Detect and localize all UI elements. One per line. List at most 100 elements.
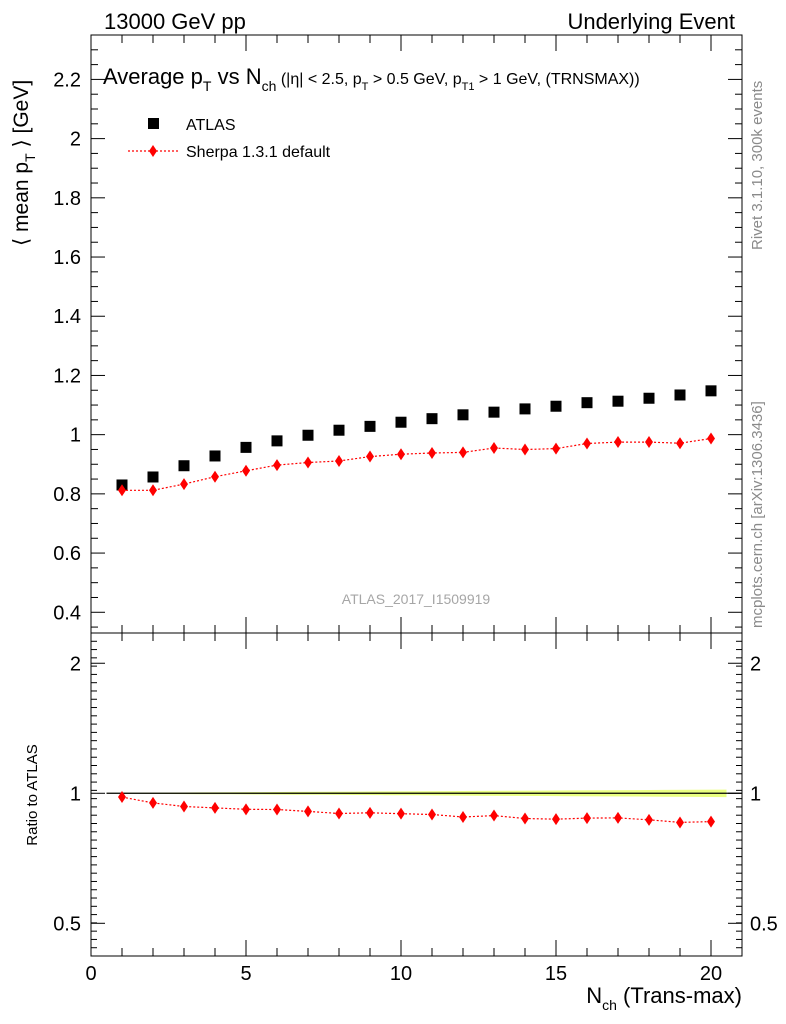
- ratio-point: [707, 815, 715, 828]
- x-tick-label: 15: [545, 963, 567, 985]
- header-right: Underlying Event: [567, 9, 735, 34]
- ratio-tick-label: 2: [70, 653, 81, 675]
- ratio-point: [459, 811, 467, 824]
- atlas-point: [178, 460, 190, 472]
- ratio-point: [521, 812, 529, 825]
- atlas-point: [643, 392, 655, 404]
- legend-atlas-marker: [148, 118, 159, 129]
- ratio-uncertainty-band: [106, 789, 742, 798]
- mcplots-info: mcplots.cern.ch [arXiv:1306.3436]: [749, 401, 766, 628]
- ratio-point: [428, 808, 436, 821]
- plot-title: Average pT vs Nch (|η| < 2.5, pT > 0.5 G…: [103, 64, 640, 94]
- sherpa-point: [273, 459, 281, 472]
- sherpa-point: [180, 478, 188, 491]
- sherpa-point: [614, 436, 622, 449]
- ratio-point: [366, 806, 374, 819]
- sherpa-point: [552, 442, 560, 455]
- sherpa-point: [397, 448, 405, 461]
- atlas-point: [550, 400, 562, 412]
- rivet-info: Rivet 3.1.10, 300k events: [749, 81, 766, 250]
- ratio-y-axis: 0.5 0.5 1 1 2 2: [53, 632, 778, 957]
- ratio-point: [211, 801, 219, 814]
- ratio-point: [614, 811, 622, 824]
- sherpa-point: [521, 443, 529, 456]
- atlas-point: [705, 385, 717, 397]
- sherpa-point: [583, 437, 591, 450]
- sherpa-point: [707, 432, 715, 445]
- ratio-point: [304, 805, 312, 818]
- ratio-point: [118, 791, 126, 804]
- ratio-tick-label: 1: [70, 783, 81, 805]
- y-tick-label: 0.4: [53, 602, 81, 624]
- ratio-point: [180, 800, 188, 813]
- ratio-point: [335, 807, 343, 820]
- x-axis: 0 5 10 15 20: [85, 35, 743, 985]
- x-axis-label: Nch (Trans-max): [586, 983, 742, 1013]
- sherpa-point: [490, 441, 498, 454]
- ratio-axis-label: Ratio to ATLAS: [24, 744, 41, 845]
- x-tick-label: 10: [390, 963, 412, 985]
- legend-atlas-label: ATLAS: [186, 117, 236, 134]
- y-tick-label: 0.8: [53, 484, 81, 506]
- sherpa-series: [118, 432, 715, 497]
- atlas-point: [271, 435, 283, 447]
- ratio-point: [645, 813, 653, 826]
- atlas-point: [612, 395, 624, 407]
- legend-sherpa-marker: [149, 145, 157, 157]
- atlas-point: [426, 413, 438, 425]
- ratio-tick-label-right: 1: [750, 783, 761, 805]
- x-tick-label: 20: [700, 963, 722, 985]
- ratio-plot-frame: [90, 632, 743, 957]
- y-tick-label: 1.2: [53, 365, 81, 387]
- atlas-series: [116, 385, 717, 491]
- sherpa-point: [211, 470, 219, 483]
- sherpa-point: [428, 447, 436, 460]
- ratio-sherpa-series: [118, 791, 715, 829]
- x-tick-label: 0: [85, 963, 96, 985]
- legend-sherpa-label: Sherpa 1.3.1 default: [186, 144, 331, 161]
- sherpa-point: [118, 484, 126, 497]
- sherpa-point: [149, 484, 157, 497]
- atlas-point: [674, 389, 686, 401]
- atlas-point: [519, 403, 531, 415]
- atlas-point: [457, 409, 469, 421]
- legend: ATLAS Sherpa 1.3.1 default: [128, 117, 331, 161]
- ratio-tick-label: 0.5: [53, 913, 81, 935]
- sherpa-line: [122, 437, 712, 491]
- atlas-point: [147, 471, 159, 483]
- ratio-line: [121, 796, 712, 824]
- main-y-axis: 0.4 0.6 0.8 1 1.2 1.4 1.6 1.8 2 2.2: [53, 34, 742, 628]
- atlas-point: [488, 406, 500, 418]
- sherpa-point: [335, 455, 343, 468]
- sherpa-point: [366, 450, 374, 463]
- analysis-watermark: ATLAS_2017_I1509919: [342, 591, 491, 607]
- atlas-point: [364, 420, 376, 432]
- x-tick-label: 5: [240, 963, 251, 985]
- y-tick-label: 1: [70, 425, 81, 447]
- sherpa-point: [676, 437, 684, 450]
- y-tick-label: 0.6: [53, 543, 81, 565]
- ratio-point: [583, 812, 591, 825]
- sherpa-point: [304, 456, 312, 469]
- ratio-tick-label-right: 0.5: [750, 913, 778, 935]
- y-tick-label: 2.2: [53, 69, 81, 91]
- y-tick-label: 1.4: [53, 306, 81, 328]
- atlas-point: [581, 397, 593, 409]
- atlas-point: [333, 424, 345, 436]
- atlas-point: [395, 416, 407, 428]
- ratio-point: [490, 809, 498, 822]
- header-left: 13000 GeV pp: [104, 9, 246, 34]
- ratio-point: [273, 803, 281, 816]
- sherpa-point: [242, 464, 250, 477]
- ratio-point: [397, 807, 405, 820]
- y-tick-label: 2: [70, 129, 81, 151]
- ratio-point: [552, 813, 560, 826]
- ratio-tick-label-right: 2: [750, 653, 761, 675]
- atlas-point: [240, 441, 252, 453]
- sherpa-point: [645, 436, 653, 449]
- atlas-point: [209, 450, 221, 462]
- sherpa-point: [459, 446, 467, 459]
- ratio-point: [242, 803, 250, 816]
- y-tick-label: 1.6: [53, 247, 81, 269]
- ratio-point: [676, 816, 684, 829]
